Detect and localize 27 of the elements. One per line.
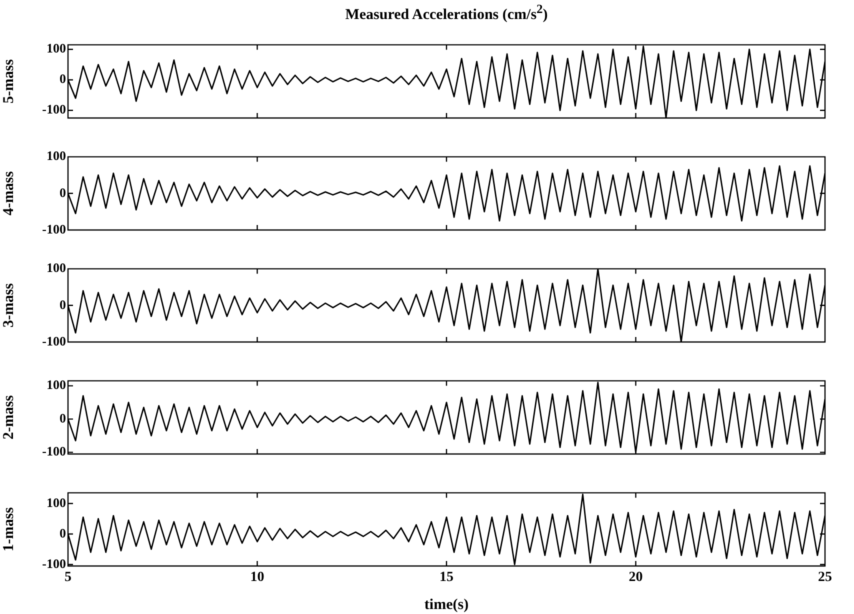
y-axis-title: 4-mass xyxy=(0,171,17,216)
y-tick-label: 0 xyxy=(60,525,66,540)
y-axis-title: 1-mass xyxy=(0,507,17,552)
y-axis-title: 2-mass xyxy=(0,395,17,440)
x-tick-label: 25 xyxy=(818,570,832,586)
y-tick-label: -100 xyxy=(42,444,66,459)
x-tick-label: 5 xyxy=(64,570,72,586)
x-axis-title: time(s) xyxy=(424,596,469,613)
y-tick-label: -100 xyxy=(42,333,66,348)
x-tick-label: 10 xyxy=(250,570,264,586)
y-tick-label: -100 xyxy=(42,221,66,236)
y-tick-label: -100 xyxy=(42,102,66,117)
y-axis-title: 5-mass xyxy=(0,59,17,104)
y-tick-label: 100 xyxy=(46,377,66,392)
x-tick-label: 15 xyxy=(440,570,454,586)
y-tick-label: 0 xyxy=(60,410,66,426)
y-tick-label: 100 xyxy=(46,260,66,276)
y-tick-label: -100 xyxy=(42,556,66,571)
y-tick-label: 100 xyxy=(46,148,66,164)
x-tick-label: 20 xyxy=(628,570,643,586)
y-tick-label: 0 xyxy=(60,71,66,86)
y-axis-title: 3-mass xyxy=(0,283,17,328)
y-tick-label: 0 xyxy=(60,184,66,200)
chart-title: Measured Accelerations (cm/s$^{2}$) xyxy=(344,2,549,24)
y-tick-label: 100 xyxy=(46,40,66,56)
y-tick-label: 0 xyxy=(60,296,66,312)
y-tick-label: 100 xyxy=(46,494,66,510)
